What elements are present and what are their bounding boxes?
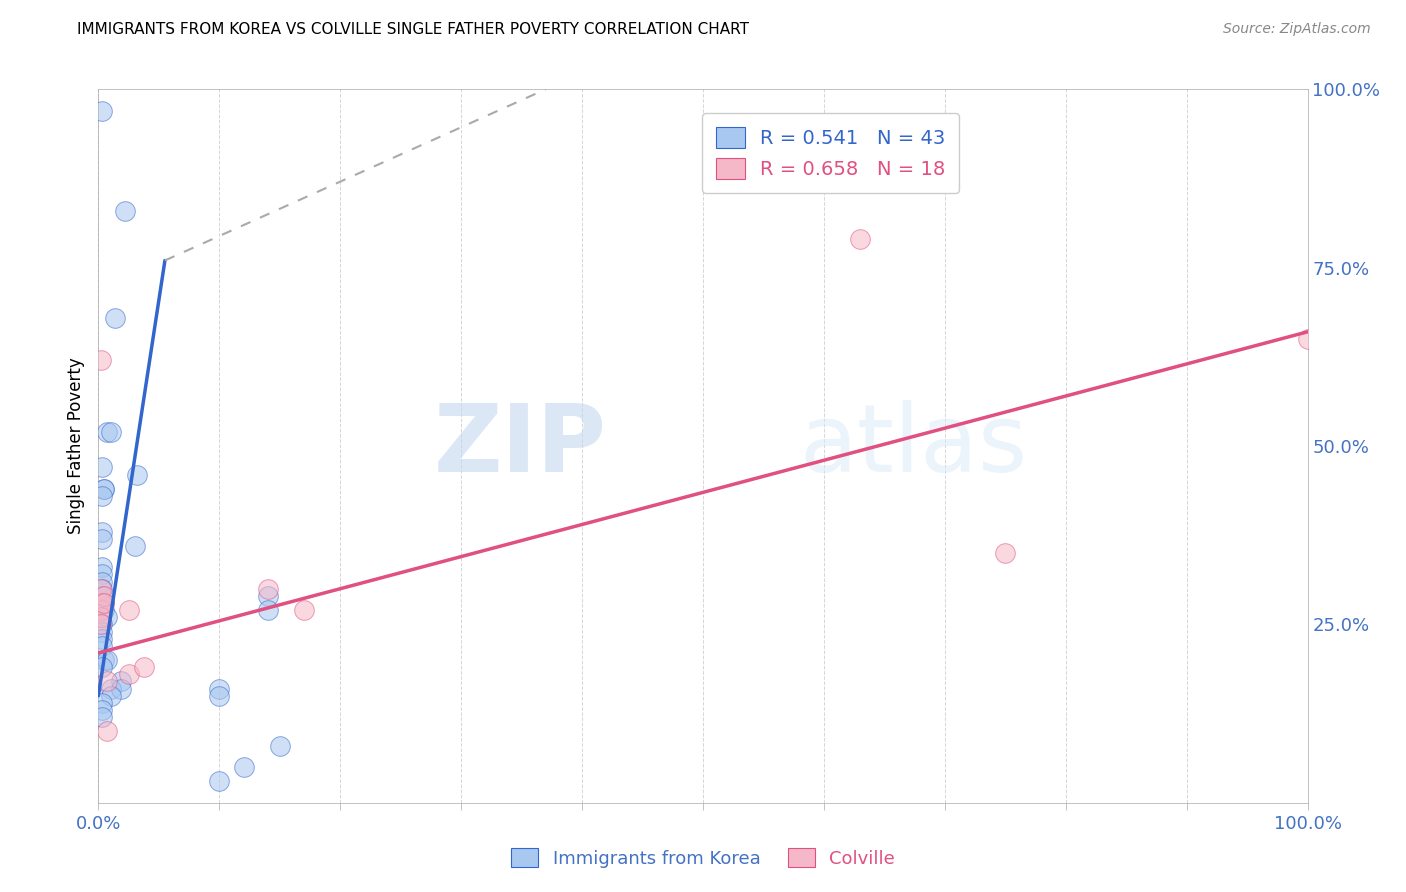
Point bbox=[90, 610, 112, 624]
Legend: R = 0.541   N = 43, R = 0.658   N = 18: R = 0.541 N = 43, R = 0.658 N = 18 bbox=[702, 113, 959, 193]
Point bbox=[104, 310, 127, 325]
Point bbox=[90, 603, 112, 617]
Point bbox=[91, 617, 114, 632]
Point bbox=[110, 681, 132, 696]
Point bbox=[91, 596, 114, 610]
Point bbox=[96, 610, 118, 624]
Point bbox=[118, 603, 141, 617]
Point bbox=[256, 589, 278, 603]
Point bbox=[91, 460, 114, 475]
Point bbox=[93, 653, 115, 667]
Point bbox=[91, 639, 114, 653]
Point bbox=[208, 689, 231, 703]
Point bbox=[134, 660, 156, 674]
Text: ZIP: ZIP bbox=[433, 400, 606, 492]
Point bbox=[91, 567, 114, 582]
Point bbox=[100, 425, 122, 439]
Point bbox=[96, 724, 118, 739]
Point bbox=[114, 203, 136, 218]
Point bbox=[208, 774, 231, 789]
Point bbox=[91, 710, 114, 724]
Text: atlas: atlas bbox=[800, 400, 1028, 492]
Point bbox=[96, 425, 118, 439]
Text: Source: ZipAtlas.com: Source: ZipAtlas.com bbox=[1223, 22, 1371, 37]
Point bbox=[256, 603, 278, 617]
Point bbox=[91, 696, 114, 710]
Point bbox=[124, 539, 146, 553]
Point bbox=[994, 546, 1017, 560]
Point bbox=[91, 632, 114, 646]
Point bbox=[93, 603, 115, 617]
Point bbox=[208, 681, 231, 696]
Point bbox=[91, 532, 114, 546]
Point bbox=[90, 353, 112, 368]
Point bbox=[100, 689, 122, 703]
Point bbox=[93, 596, 115, 610]
Point bbox=[91, 582, 114, 596]
Point bbox=[91, 589, 114, 603]
Point bbox=[90, 596, 112, 610]
Point bbox=[127, 467, 149, 482]
Point bbox=[110, 674, 132, 689]
Point bbox=[91, 489, 114, 503]
Point bbox=[90, 582, 112, 596]
Point bbox=[100, 681, 122, 696]
Point bbox=[90, 617, 112, 632]
Point bbox=[91, 524, 114, 539]
Point bbox=[93, 589, 115, 603]
Point bbox=[96, 674, 118, 689]
Point bbox=[118, 667, 141, 681]
Point bbox=[93, 482, 115, 496]
Point bbox=[96, 653, 118, 667]
Point bbox=[91, 574, 114, 589]
Point bbox=[93, 596, 115, 610]
Point bbox=[232, 760, 254, 774]
Point bbox=[256, 582, 278, 596]
Legend: Immigrants from Korea, Colville: Immigrants from Korea, Colville bbox=[501, 837, 905, 879]
Point bbox=[91, 660, 114, 674]
Y-axis label: Single Father Poverty: Single Father Poverty bbox=[66, 358, 84, 534]
Point bbox=[269, 739, 291, 753]
Point bbox=[91, 103, 114, 118]
Point bbox=[91, 560, 114, 574]
Point bbox=[91, 703, 114, 717]
Point bbox=[292, 603, 315, 617]
Point bbox=[93, 482, 115, 496]
Point bbox=[1296, 332, 1319, 346]
Point bbox=[91, 624, 114, 639]
Point bbox=[849, 232, 872, 246]
Text: IMMIGRANTS FROM KOREA VS COLVILLE SINGLE FATHER POVERTY CORRELATION CHART: IMMIGRANTS FROM KOREA VS COLVILLE SINGLE… bbox=[77, 22, 749, 37]
